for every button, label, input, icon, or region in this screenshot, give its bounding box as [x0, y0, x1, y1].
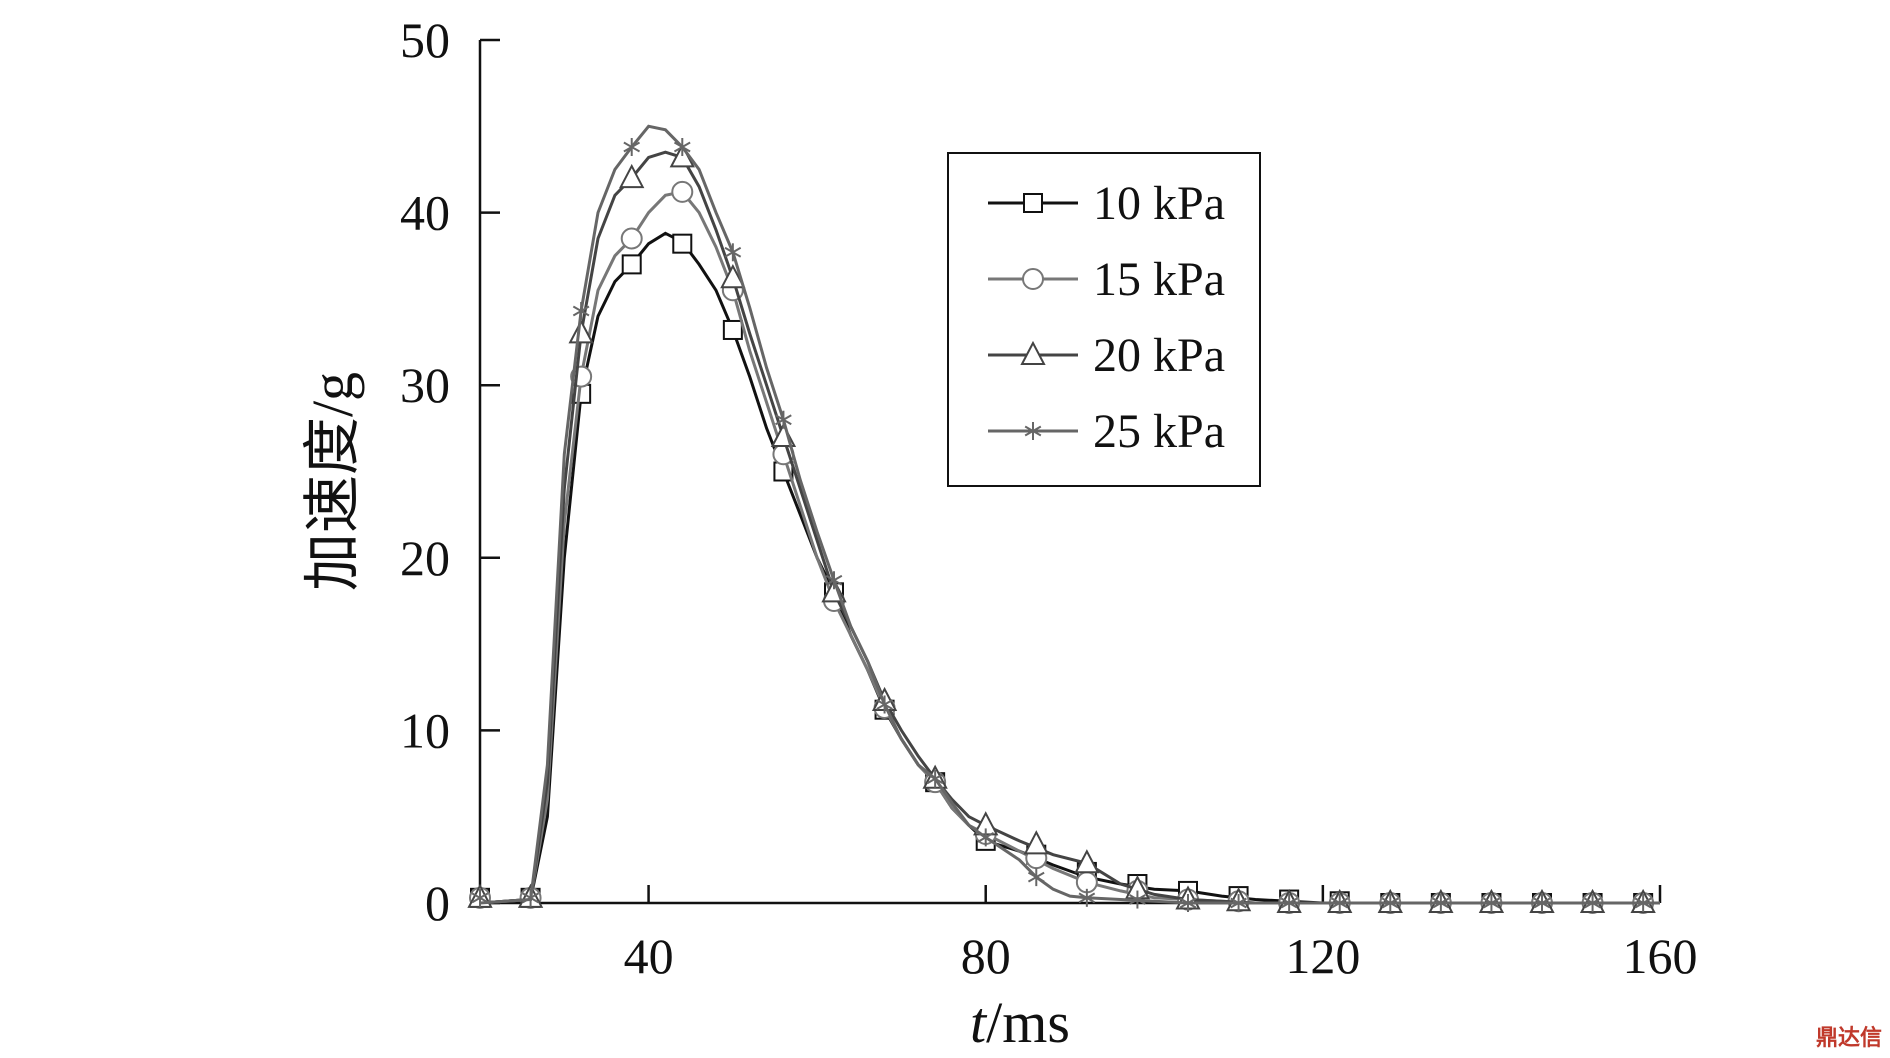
series-marker-asterisk: [876, 695, 893, 714]
series-marker-asterisk: [926, 769, 944, 788]
series-marker-asterisk: [1027, 868, 1045, 887]
y-tick-label: 0: [425, 875, 450, 931]
x-tick-label: 80: [961, 928, 1011, 984]
x-axis-title-italic: t: [970, 990, 988, 1055]
legend-label: 25 kPa: [1093, 405, 1225, 458]
legend-label: 15 kPa: [1093, 253, 1225, 306]
y-tick-label: 40: [400, 185, 450, 241]
y-tick-label: 50: [400, 12, 450, 68]
series-marker-asterisk: [1381, 894, 1399, 912]
series-marker-asterisk: [572, 301, 590, 320]
y-tick-label: 10: [400, 702, 450, 758]
series-marker-asterisk: [1230, 894, 1247, 912]
y-axis-title: 加速度/g: [300, 372, 365, 591]
series-marker-circle: [620, 227, 643, 250]
series-marker-asterisk: [724, 243, 742, 262]
series-marker-triangle: [619, 163, 645, 189]
series-marker-asterisk: [1432, 894, 1450, 912]
series-marker-triangle: [720, 264, 746, 289]
series-marker-asterisk: [673, 138, 691, 157]
watermark-logo: 鼎达信: [1815, 1026, 1882, 1051]
y-tick-label: 30: [400, 357, 450, 413]
legend-label: 20 kPa: [1093, 329, 1225, 382]
series-marker-circle: [1022, 268, 1044, 290]
series-marker-asterisk: [1634, 894, 1652, 912]
series-marker-asterisk: [1331, 894, 1349, 912]
series-layer: [467, 124, 1660, 914]
series-marker-asterisk: [1024, 422, 1042, 440]
series-marker-square: [1023, 193, 1043, 213]
series-marker-asterisk: [775, 410, 792, 429]
series-marker-square: [722, 319, 743, 340]
series-marker-asterisk: [1584, 894, 1601, 912]
x-tick-label: 160: [1623, 928, 1698, 984]
x-tick-label: 40: [624, 928, 674, 984]
x-axis-title: t/ms: [970, 990, 1070, 1055]
series-marker-square: [621, 254, 642, 275]
series-marker-asterisk: [1078, 888, 1096, 907]
series-marker-asterisk: [1179, 894, 1197, 912]
series-marker-square: [672, 233, 693, 254]
legend-label: 10 kPa: [1093, 177, 1225, 230]
x-axis-title-rest: /ms: [986, 990, 1070, 1055]
axes: 0 10 20 30 40 50 40 80 120 160: [400, 12, 1698, 984]
series-marker-asterisk: [1533, 894, 1551, 912]
series-marker-asterisk: [1483, 894, 1500, 912]
y-tick-label: 20: [400, 530, 450, 586]
series-marker-asterisk: [623, 138, 641, 157]
series-marker-triangle: [1023, 830, 1049, 855]
series-marker-circle: [671, 180, 694, 203]
series-marker-asterisk: [522, 888, 539, 907]
series-marker-asterisk: [1280, 894, 1298, 912]
series-marker-triangle: [1020, 340, 1046, 365]
x-tick-label: 120: [1285, 928, 1360, 984]
series-marker-asterisk: [471, 888, 489, 907]
series-group: [471, 124, 1660, 912]
series-marker-asterisk: [825, 571, 843, 590]
series-marker-triangle: [568, 319, 594, 344]
legend: 10 kPa 15 kPa 20 kPa 25 kPa: [947, 152, 1261, 487]
series-marker-asterisk: [977, 828, 995, 847]
series-marker-asterisk: [1129, 890, 1146, 909]
series-marker-triangle: [1074, 849, 1100, 874]
